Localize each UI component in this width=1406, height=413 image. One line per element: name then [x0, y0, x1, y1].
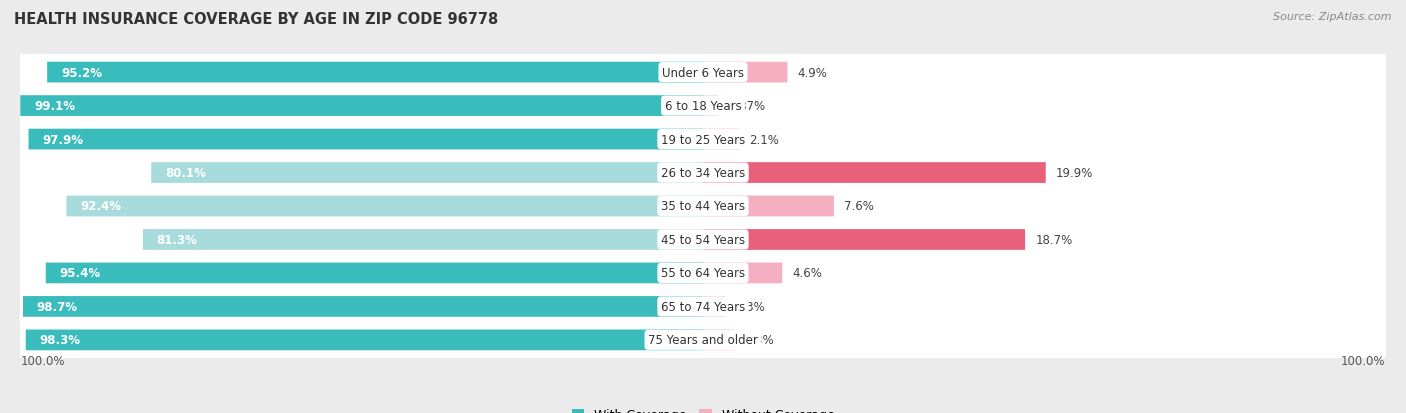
Text: 92.4%: 92.4%: [80, 200, 121, 213]
FancyBboxPatch shape: [20, 96, 703, 117]
FancyBboxPatch shape: [703, 129, 740, 150]
FancyBboxPatch shape: [703, 196, 834, 217]
FancyBboxPatch shape: [703, 230, 1025, 250]
Text: 4.6%: 4.6%: [793, 267, 823, 280]
Text: 26 to 34 Years: 26 to 34 Years: [661, 166, 745, 180]
Text: 2.1%: 2.1%: [749, 133, 779, 146]
Text: 65 to 74 Years: 65 to 74 Years: [661, 300, 745, 313]
FancyBboxPatch shape: [20, 322, 1386, 358]
FancyBboxPatch shape: [20, 222, 1386, 258]
Text: 45 to 54 Years: 45 to 54 Years: [661, 233, 745, 247]
FancyBboxPatch shape: [48, 63, 703, 83]
FancyBboxPatch shape: [20, 88, 1386, 124]
Text: 75 Years and older: 75 Years and older: [648, 334, 758, 347]
FancyBboxPatch shape: [703, 330, 734, 350]
FancyBboxPatch shape: [143, 230, 703, 250]
Text: 6 to 18 Years: 6 to 18 Years: [665, 100, 741, 113]
FancyBboxPatch shape: [703, 296, 725, 317]
Text: 35 to 44 Years: 35 to 44 Years: [661, 200, 745, 213]
FancyBboxPatch shape: [28, 129, 703, 150]
Text: 81.3%: 81.3%: [156, 233, 198, 247]
FancyBboxPatch shape: [22, 296, 703, 317]
FancyBboxPatch shape: [20, 122, 1386, 158]
Text: 97.9%: 97.9%: [42, 133, 83, 146]
Text: 100.0%: 100.0%: [1340, 354, 1385, 367]
Text: 1.8%: 1.8%: [744, 334, 775, 347]
Text: Source: ZipAtlas.com: Source: ZipAtlas.com: [1274, 12, 1392, 22]
Text: 98.7%: 98.7%: [37, 300, 77, 313]
FancyBboxPatch shape: [20, 155, 1386, 191]
FancyBboxPatch shape: [20, 188, 1386, 225]
Text: 19.9%: 19.9%: [1056, 166, 1094, 180]
FancyBboxPatch shape: [703, 163, 1046, 183]
Text: 7.6%: 7.6%: [844, 200, 875, 213]
Text: 55 to 64 Years: 55 to 64 Years: [661, 267, 745, 280]
Legend: With Coverage, Without Coverage: With Coverage, Without Coverage: [567, 404, 839, 413]
FancyBboxPatch shape: [25, 330, 703, 350]
Text: 19 to 25 Years: 19 to 25 Years: [661, 133, 745, 146]
FancyBboxPatch shape: [66, 196, 703, 217]
FancyBboxPatch shape: [20, 289, 1386, 325]
FancyBboxPatch shape: [703, 96, 718, 117]
FancyBboxPatch shape: [152, 163, 703, 183]
Text: 0.87%: 0.87%: [728, 100, 765, 113]
Text: 95.4%: 95.4%: [59, 267, 101, 280]
Text: 99.1%: 99.1%: [34, 100, 75, 113]
Text: 98.3%: 98.3%: [39, 334, 80, 347]
FancyBboxPatch shape: [20, 255, 1386, 291]
Text: HEALTH INSURANCE COVERAGE BY AGE IN ZIP CODE 96778: HEALTH INSURANCE COVERAGE BY AGE IN ZIP …: [14, 12, 498, 27]
Text: 80.1%: 80.1%: [165, 166, 205, 180]
FancyBboxPatch shape: [703, 263, 782, 284]
FancyBboxPatch shape: [20, 55, 1386, 91]
FancyBboxPatch shape: [703, 63, 787, 83]
Text: 95.2%: 95.2%: [60, 66, 101, 79]
Text: 1.3%: 1.3%: [735, 300, 765, 313]
Text: 4.9%: 4.9%: [797, 66, 828, 79]
Text: 100.0%: 100.0%: [21, 354, 66, 367]
Text: 18.7%: 18.7%: [1035, 233, 1073, 247]
FancyBboxPatch shape: [46, 263, 703, 284]
Text: Under 6 Years: Under 6 Years: [662, 66, 744, 79]
